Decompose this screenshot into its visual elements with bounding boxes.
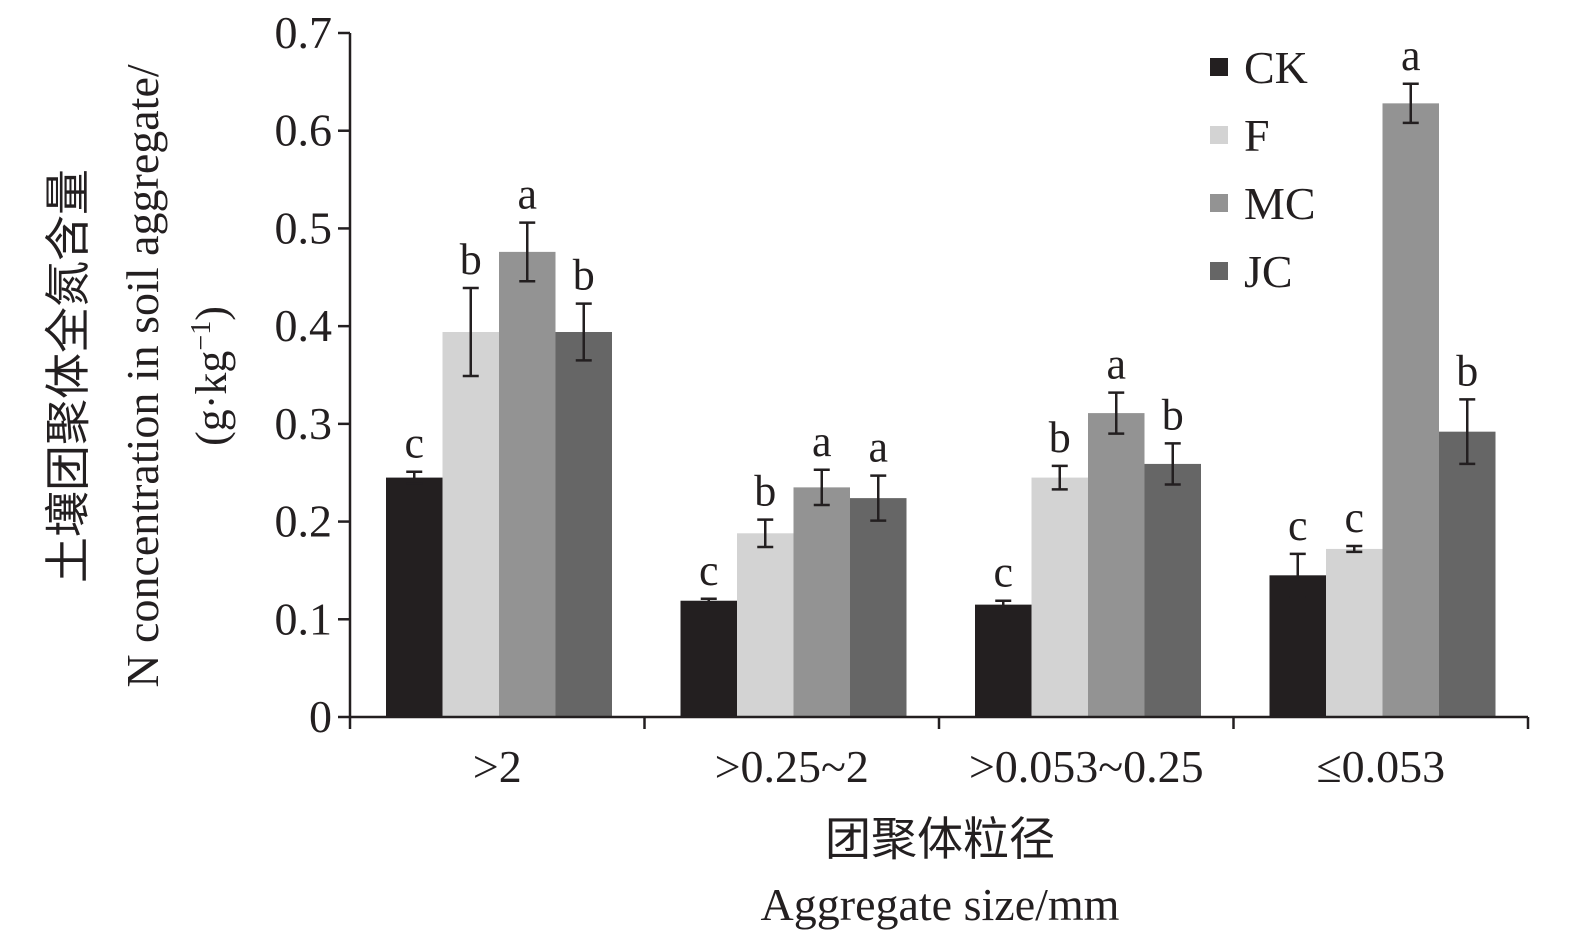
legend-label-mc: MC (1244, 178, 1316, 229)
error-bar-ck-1 (700, 597, 717, 604)
significance-letter-jc-1: a (868, 423, 888, 472)
y-tick-label: 0.6 (275, 105, 333, 156)
significance-letter-mc-1: a (812, 417, 832, 466)
significance-letter-mc-2: a (1106, 340, 1126, 389)
bar-jc-1 (850, 498, 907, 717)
significance-letter-mc-0: a (517, 170, 537, 219)
error-bar-mc-1 (813, 468, 830, 507)
legend-swatch-mc (1210, 194, 1228, 212)
bar-f-1 (737, 533, 794, 717)
significance-letter-ck-0: c (404, 419, 424, 468)
bar-ck-3 (1269, 575, 1326, 717)
x-axis-title-cn: 团聚体粒径 (825, 814, 1055, 865)
bar-f-3 (1326, 548, 1383, 717)
y-tick-label: 0.3 (275, 398, 333, 449)
bar-ck-2 (975, 604, 1032, 717)
significance-letter-f-1: b (754, 467, 776, 516)
bar-mc-2 (1088, 413, 1145, 717)
x-tick-label: >0.053~0.25 (969, 741, 1204, 792)
bar-f-0 (442, 332, 499, 717)
error-bar-f-1 (757, 518, 774, 549)
x-axis-title-en: Aggregate size/mm (761, 879, 1120, 930)
y-tick-label: 0.2 (275, 496, 333, 547)
error-bar-jc-2 (1164, 442, 1181, 486)
y-axis-unit-superscript: −1 (186, 321, 217, 351)
significance-letter-ck-2: c (993, 548, 1013, 597)
significance-letter-f-2: b (1049, 413, 1071, 462)
error-bar-jc-1 (870, 474, 887, 522)
x-tick-label: ≤0.053 (1316, 741, 1445, 792)
x-tick-label: >2 (473, 741, 522, 792)
significance-letter-jc-2: b (1162, 390, 1184, 439)
legend-label-f: F (1244, 110, 1270, 161)
y-tick-label: 0.4 (275, 300, 333, 351)
significance-letter-ck-3: c (1288, 501, 1308, 550)
plot-area: cc ccbbbcaaaababb00.10.20.30.40.50.60.7>2… (275, 7, 1530, 792)
legend-swatch-f (1210, 126, 1228, 144)
error-bar-mc-3 (1402, 82, 1419, 125)
y-tick-label: 0 (309, 691, 332, 742)
bar-ck-1 (680, 600, 737, 717)
error-bar-f-3 (1346, 544, 1363, 554)
error-bar-mc-0 (519, 221, 536, 283)
y-axis-unit-close: ) (187, 306, 236, 321)
significance-letter-ck-1: c (699, 546, 719, 595)
x-tick-label: >0.25~2 (715, 741, 869, 792)
y-tick-label: 0.1 (275, 593, 333, 644)
error-bar-ck-0 (406, 470, 423, 485)
error-bar-ck-2 (995, 599, 1012, 610)
error-bar-mc-2 (1108, 391, 1125, 435)
y-axis-title-cn: 土壤团聚体全氮含量 (43, 169, 94, 583)
significance-letter-f-0: b (460, 235, 482, 284)
significance-letter-jc-0: b (573, 251, 595, 300)
y-tick-label: 0.7 (275, 7, 333, 58)
bar-mc-1 (793, 487, 850, 717)
error-bar-f-2 (1051, 464, 1068, 491)
bar-mc-0 (499, 251, 556, 717)
y-axis-title-unit: (g·kg−1) (186, 306, 236, 446)
significance-letter-jc-3: b (1456, 346, 1478, 395)
bar-ck-0 (386, 477, 443, 717)
y-axis-unit-base: (g·kg (187, 351, 236, 446)
error-bar-ck-3 (1289, 552, 1306, 599)
error-bar-f-0 (462, 286, 479, 378)
bar-mc-3 (1382, 103, 1439, 717)
significance-letter-mc-3: a (1401, 31, 1421, 80)
significance-letter-f-3: c (1344, 493, 1364, 542)
error-bar-jc-0 (575, 302, 592, 362)
legend: CK F MC JC (1210, 42, 1316, 297)
bar-jc-3 (1439, 431, 1496, 717)
y-tick-label: 0.5 (275, 202, 333, 253)
legend-swatch-ck (1210, 58, 1228, 76)
legend-label-ck: CK (1244, 42, 1308, 93)
y-axis-title-en: N concentration in soil aggregate/ (117, 64, 168, 688)
bar-f-2 (1031, 477, 1088, 717)
legend-label-jc: JC (1244, 246, 1293, 297)
legend-swatch-jc (1210, 262, 1228, 280)
bar-jc-0 (555, 332, 612, 717)
bar-jc-2 (1144, 463, 1201, 717)
error-bar-jc-3 (1459, 398, 1476, 466)
